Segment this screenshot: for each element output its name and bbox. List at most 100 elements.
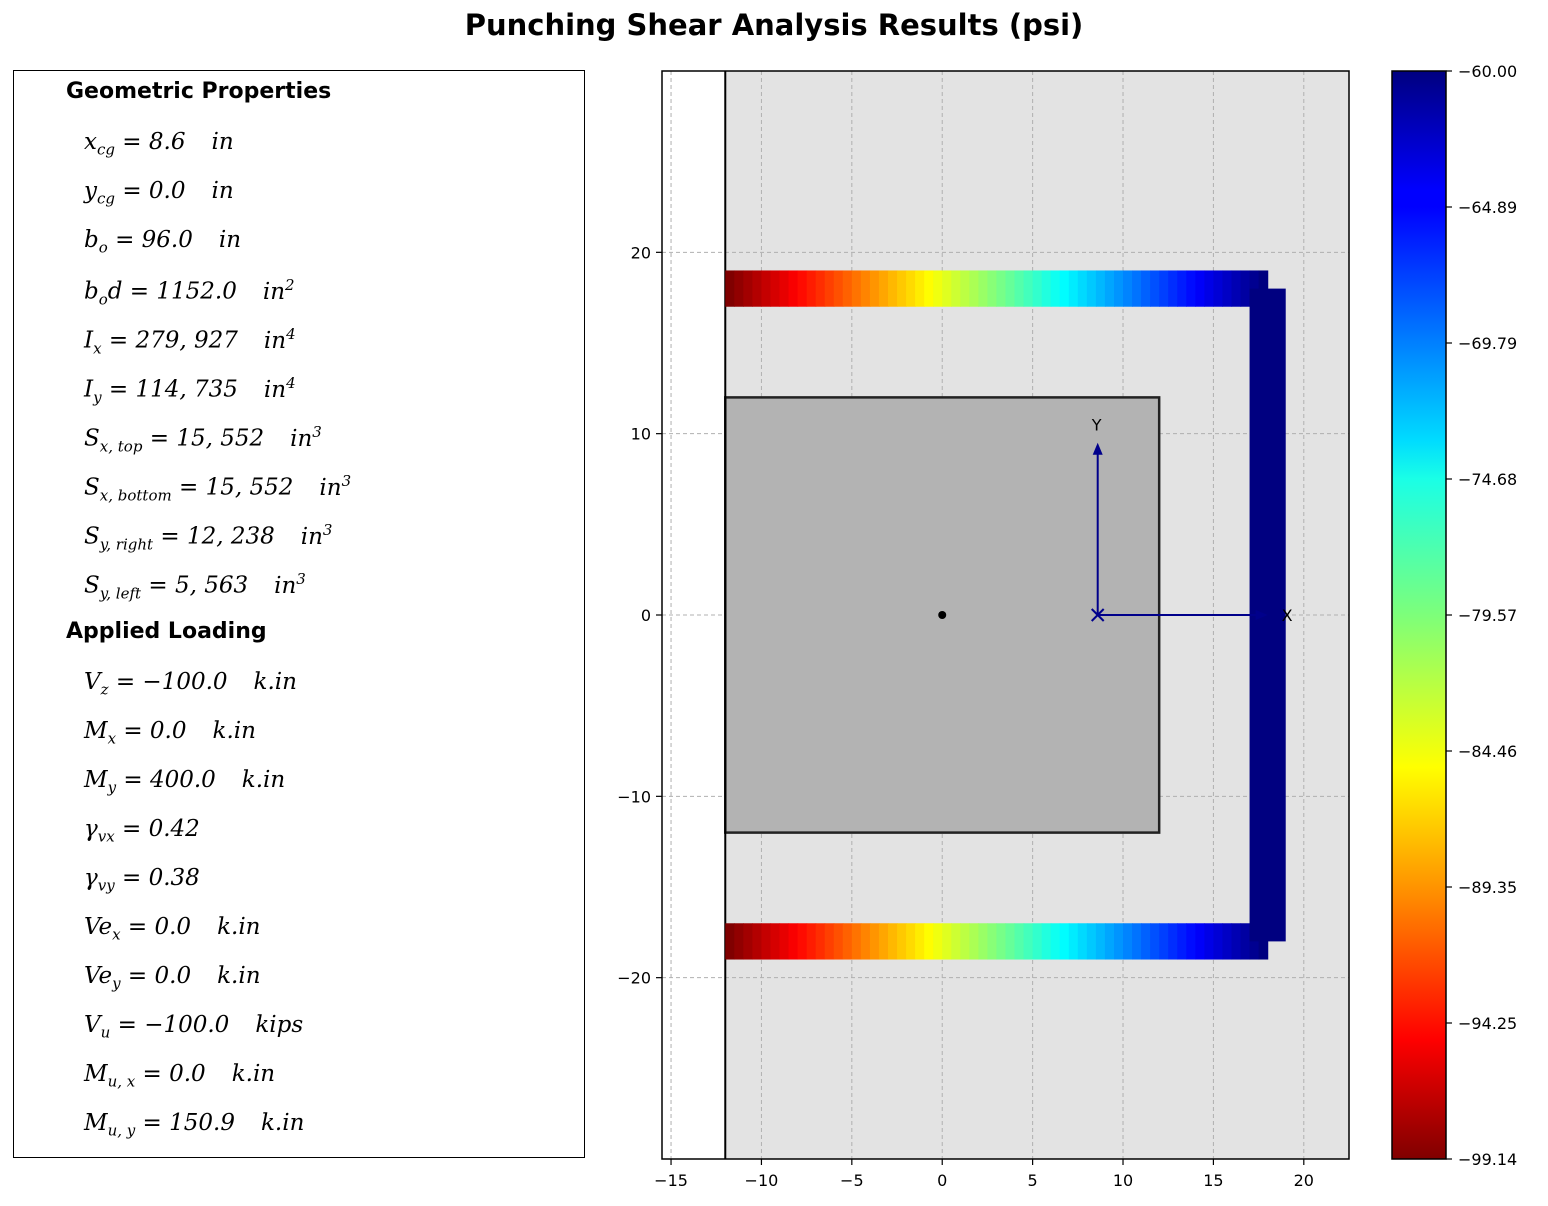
critical-section-bottom-cell bbox=[1113, 923, 1124, 960]
property-value: = 0.0 bbox=[115, 178, 186, 204]
critical-section-bottom-cell bbox=[1213, 923, 1224, 960]
critical-section-bottom-cell bbox=[1150, 923, 1160, 960]
critical-section-bottom-cell bbox=[743, 923, 753, 960]
symbol-subscript: u, x bbox=[107, 1072, 136, 1091]
critical-section-bottom-cell bbox=[869, 923, 880, 960]
critical-section-top-cell bbox=[897, 270, 907, 307]
property-unit: k.in bbox=[212, 718, 256, 744]
critical-section-bottom-cell bbox=[1086, 923, 1097, 960]
critical-section-bottom-cell bbox=[1104, 923, 1115, 960]
critical-section-bottom-cell bbox=[779, 923, 790, 960]
column-center-dot bbox=[938, 611, 947, 619]
critical-section-top-cell bbox=[887, 270, 898, 307]
property-value: = 114, 735 bbox=[101, 376, 238, 403]
critical-section-bottom-cell bbox=[1141, 923, 1151, 960]
critical-section-bottom-cell bbox=[1204, 923, 1215, 960]
critical-section-bottom-cell bbox=[1132, 923, 1142, 960]
property-unit: in bbox=[262, 278, 286, 305]
symbol-subscript: y bbox=[112, 974, 121, 993]
property-value: = 8.6 bbox=[115, 129, 186, 155]
symbol-suffix: d bbox=[107, 278, 123, 305]
critical-section-bottom-cell bbox=[851, 923, 862, 960]
property-row: Vey = 0.0 k.in bbox=[84, 963, 261, 993]
critical-section-top-cell bbox=[725, 270, 735, 307]
critical-section-bottom-cell bbox=[833, 923, 844, 960]
critical-section-bottom-cell bbox=[761, 923, 772, 960]
property-row: Ix = 279, 927 in4 bbox=[84, 325, 296, 357]
symbol: γ bbox=[84, 816, 98, 842]
critical-section-bottom-cell bbox=[1168, 923, 1178, 960]
critical-section-top-cell bbox=[1186, 270, 1196, 307]
colorbar-tick-label: −84.46 bbox=[1458, 742, 1517, 761]
critical-section-bottom-cell bbox=[1177, 923, 1187, 960]
critical-section-top-cell bbox=[1195, 270, 1205, 307]
critical-section-bottom-cell bbox=[969, 923, 979, 960]
symbol-subscript: vy bbox=[97, 876, 115, 895]
critical-section-bottom-cell bbox=[860, 923, 871, 960]
property-row: Sx, bottom = 15, 552 in3 bbox=[84, 472, 351, 504]
critical-section-bottom-cell bbox=[1005, 923, 1016, 960]
critical-section-top-cell bbox=[734, 270, 744, 307]
symbol-subscript: x bbox=[112, 925, 121, 944]
centroid-y-arrowhead bbox=[1092, 442, 1103, 455]
unit-superscript: 4 bbox=[286, 325, 296, 343]
property-unit: k.in bbox=[217, 963, 261, 989]
critical-section-bottom-cell bbox=[1222, 923, 1233, 960]
property-unit: in bbox=[263, 376, 287, 403]
symbol: S bbox=[84, 523, 100, 550]
critical-section-bottom-cell bbox=[1095, 923, 1106, 960]
symbol-subscript: x, top bbox=[99, 437, 143, 456]
critical-section-top-cell bbox=[1068, 270, 1079, 307]
property-value: = 1152.0 bbox=[122, 278, 237, 305]
property-value: = 0.0 bbox=[120, 963, 192, 989]
critical-section-bottom-cell bbox=[1159, 923, 1169, 960]
critical-section-top-cell bbox=[915, 270, 925, 307]
critical-section-top-cell bbox=[752, 270, 763, 307]
property-unit: k.in bbox=[253, 669, 297, 695]
critical-section-bottom-cell bbox=[842, 923, 853, 960]
symbol-subscript: vx bbox=[97, 827, 115, 846]
critical-section-top-cell bbox=[1222, 270, 1233, 307]
symbol: I bbox=[84, 376, 94, 403]
critical-section-bottom-cell bbox=[1231, 923, 1242, 960]
critical-section-bottom-cell bbox=[887, 923, 898, 960]
centroid-x-arrowhead bbox=[1255, 610, 1268, 620]
property-unit: k.in bbox=[217, 914, 261, 940]
critical-section-top-cell bbox=[1104, 270, 1115, 307]
critical-section-top-cell bbox=[1086, 270, 1097, 307]
property-unit: k.in bbox=[231, 1061, 276, 1087]
property-value: = 400.0 bbox=[116, 767, 216, 793]
critical-section-bottom-cell bbox=[1068, 923, 1079, 960]
critical-section-bottom-cell bbox=[1041, 923, 1052, 960]
critical-section-bottom-cell bbox=[797, 923, 808, 960]
symbol-subscript: o bbox=[98, 290, 108, 309]
property-row: Vex = 0.0 k.in bbox=[84, 914, 261, 944]
critical-section-top-cell bbox=[906, 270, 916, 307]
critical-section-top-cell bbox=[1113, 270, 1124, 307]
symbol-subscript: x, bottom bbox=[99, 486, 172, 505]
x-tick-label: 20 bbox=[1294, 1171, 1314, 1190]
critical-section-top-cell bbox=[1077, 270, 1088, 307]
x-tick-label: −15 bbox=[654, 1171, 688, 1190]
symbol-subscript: y, right bbox=[99, 535, 154, 554]
critical-section-top-cell bbox=[1141, 270, 1151, 307]
colorbar-tick-label: −74.68 bbox=[1458, 470, 1517, 489]
property-row: Sy, right = 12, 238 in3 bbox=[84, 521, 332, 553]
critical-section-top-cell bbox=[842, 270, 853, 307]
unit-superscript: 4 bbox=[286, 374, 296, 392]
symbol: M bbox=[84, 767, 108, 793]
symbol: S bbox=[84, 425, 100, 452]
critical-section-top-cell bbox=[878, 270, 889, 307]
property-value: = 279, 927 bbox=[101, 327, 238, 354]
property-value: = 12, 238 bbox=[153, 523, 275, 550]
critical-section-top-cell bbox=[743, 270, 753, 307]
property-unit: in bbox=[319, 474, 342, 501]
critical-section-bottom-cell bbox=[933, 923, 943, 960]
property-row: bo = 96.0 in bbox=[84, 227, 241, 257]
critical-section-bottom-cell bbox=[725, 923, 735, 960]
symbol-subscript: u, y bbox=[107, 1121, 136, 1140]
symbol: b bbox=[84, 227, 99, 253]
symbol: y bbox=[84, 178, 97, 204]
critical-section-top-cell bbox=[1204, 270, 1215, 307]
critical-section-top-cell bbox=[1005, 270, 1016, 307]
